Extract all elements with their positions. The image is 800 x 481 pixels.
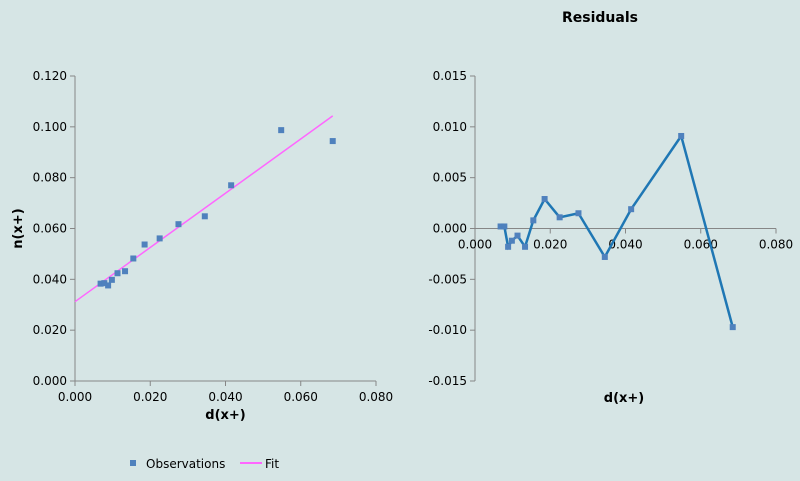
residual-point <box>628 206 635 213</box>
left-x-axis-title: d(x+) <box>205 408 245 423</box>
observation-point <box>141 241 148 248</box>
right-y-tick-label: -0.010 <box>428 323 467 337</box>
residuals-title: Residuals <box>562 10 638 26</box>
fit-line <box>74 115 334 303</box>
observation-point <box>108 276 115 283</box>
residual-point <box>508 237 515 244</box>
chart-residuals: Residuals -0.015 -0.010 -0.005 0.000 0.005 0.… <box>428 10 793 406</box>
legend: Observations Fit <box>130 457 279 471</box>
right-y-tick-label: -0.015 <box>428 374 467 388</box>
residual-point <box>575 210 582 217</box>
right-y-tick-label: 0.005 <box>433 171 467 185</box>
observation-point <box>97 280 104 287</box>
right-y-tick-label: 0.010 <box>433 120 467 134</box>
residual-point <box>505 243 512 250</box>
left-y-tick-label: 0.000 <box>33 374 67 388</box>
right-y-tick-label: 0.015 <box>433 69 467 83</box>
left-x-tick-label: 0.060 <box>284 390 318 404</box>
left-x-ticks: 0.000 0.020 0.040 0.060 0.080 <box>58 381 393 404</box>
residuals-line <box>500 133 734 328</box>
observation-point <box>122 268 129 275</box>
right-x-tick-label: 0.080 <box>759 238 793 252</box>
observation-point <box>101 280 108 287</box>
residual-point <box>729 324 736 331</box>
left-y-tick-label: 0.020 <box>33 323 67 337</box>
observation-point <box>329 138 336 145</box>
legend-observations-swatch <box>130 460 136 466</box>
observation-point <box>105 282 112 289</box>
right-y-tick-label: -0.005 <box>428 272 467 286</box>
left-y-tick-label: 0.100 <box>33 120 67 134</box>
right-x-tick-label: 0.000 <box>458 238 492 252</box>
observation-points <box>97 127 336 289</box>
right-x-axis-title: d(x+) <box>604 391 644 406</box>
legend-fit-label: Fit <box>265 457 279 471</box>
right-y-tick-label: 0.000 <box>433 222 467 236</box>
residual-point <box>514 232 521 239</box>
left-y-tick-label: 0.080 <box>33 171 67 185</box>
residual-point <box>530 217 537 224</box>
observation-point <box>175 221 182 228</box>
observation-point <box>114 270 121 277</box>
legend-observations-label: Observations <box>146 457 225 471</box>
left-y-tick-label: 0.060 <box>33 222 67 236</box>
left-y-axis-title: n(x+) <box>11 208 26 248</box>
left-x-tick-label: 0.040 <box>208 390 242 404</box>
observation-point <box>278 127 285 134</box>
left-y-ticks: 0.000 0.020 0.040 0.060 0.080 0.100 0.120 <box>33 69 75 388</box>
left-y-tick-label: 0.120 <box>33 69 67 83</box>
residual-point <box>601 253 608 260</box>
left-x-tick-label: 0.020 <box>133 390 167 404</box>
chart-fit: 0.000 0.020 0.040 0.060 0.080 0.100 0.120 0.00… <box>11 69 393 423</box>
observation-point <box>228 182 235 189</box>
residual-point <box>678 132 685 139</box>
residual-point <box>501 223 508 230</box>
residual-point <box>556 214 563 221</box>
right-x-tick-label: 0.040 <box>608 238 642 252</box>
left-x-tick-label: 0.080 <box>359 390 393 404</box>
observation-point <box>156 235 163 242</box>
residual-point <box>522 243 529 250</box>
left-x-tick-label: 0.000 <box>58 390 92 404</box>
left-y-tick-label: 0.040 <box>33 272 67 286</box>
right-y-ticks: -0.015 -0.010 -0.005 0.000 0.005 0.010 0.015 <box>428 69 475 388</box>
right-x-tick-label: 0.020 <box>533 238 567 252</box>
residual-points <box>497 132 736 331</box>
observation-point <box>130 255 137 262</box>
residual-point <box>497 223 504 230</box>
residual-point <box>541 196 548 203</box>
observation-point <box>201 213 208 220</box>
